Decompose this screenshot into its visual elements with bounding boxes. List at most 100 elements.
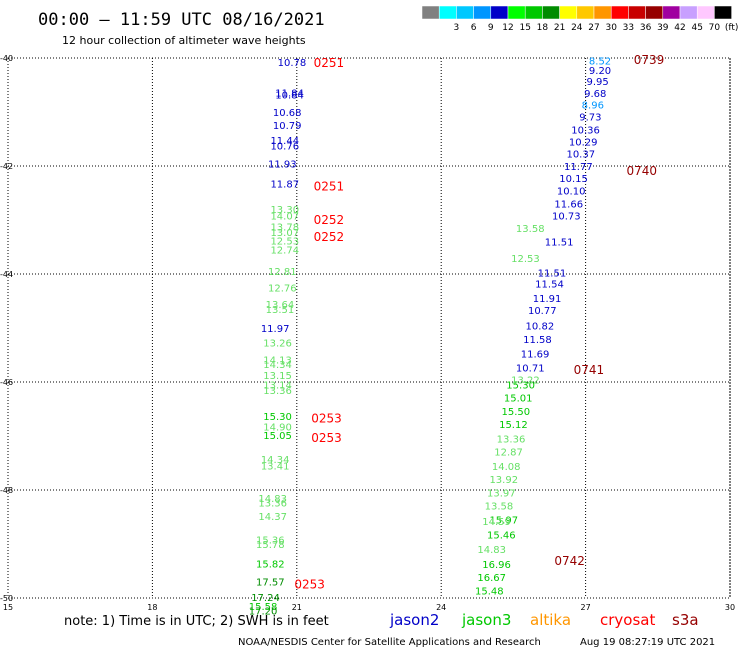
wave-height-point: 10.71 [516,363,545,374]
wave-height-point: 9.20 [589,66,611,77]
wave-height-point: 13.36 [258,498,287,509]
wave-height-point: 10.36 [571,125,600,136]
wave-height-point: 15.46 [487,530,516,541]
wave-height-point: 10.76 [270,141,299,152]
legend-swatch [542,5,560,20]
chart-title: 00:00 – 11:59 UTC 08/16/2021 [38,10,325,30]
chart-subtitle: 12 hour collection of altimeter wave hei… [62,34,306,47]
wave-height-point: 15.78 [256,540,285,551]
wave-height-point: 13.64 [266,300,295,311]
axis-tick-labels: 15 18 21 24 27 30 -40 -42 -44 -46 -48 -50 [0,54,735,612]
wave-height-point: 13.51 [266,305,295,316]
wave-height-point: 13.07 [270,228,299,239]
wave-height-point: 13.15 [263,371,292,382]
wave-height-point: 10.15 [559,174,588,185]
wave-height-point: 9.73 [579,112,601,123]
satellite-name-jason2: jason2 [389,611,439,629]
wave-height-point: 14.59 [482,517,511,528]
wave-height-point: 15.12 [499,420,528,431]
pass-time-label: 0741 [574,363,605,377]
y-tick-label: -44 [0,270,13,279]
wave-height-point: 14.34 [261,455,290,466]
pass-time-label: 0253 [294,577,325,591]
wave-height-point: 15.48 [475,586,504,597]
plot-grid [7,57,731,599]
x-tick-label: 21 [292,603,302,612]
satellite-name-cryosat: cryosat [600,611,655,629]
wave-height-point: 10.29 [569,138,598,149]
satellite-name-jason3: jason3 [461,611,511,629]
legend-swatch [628,5,646,20]
satellite-name-s3a: s3a [672,611,699,629]
legend-bin-label: 33 [623,23,634,33]
wave-height-point: 14.13 [263,355,292,366]
y-tick-label: -48 [0,486,13,495]
x-tick-label: 27 [581,603,591,612]
x-tick-label: 18 [147,603,157,612]
wave-height-point: 16.96 [482,560,511,571]
wave-height-point: 15.36 [256,536,285,547]
pass-time-label: 0253 [311,431,342,445]
wave-height-point: 13.36 [497,435,526,446]
wave-height-point: 11.97 [261,324,290,335]
wave-height-point: 11.77 [564,162,593,173]
wave-height-point: 13.36 [263,386,292,397]
legend-swatch [576,5,595,20]
wave-height-point: 15.05 [263,431,292,442]
wave-height-point: 13.26 [263,339,292,350]
wave-height-point: 12.53 [270,237,299,248]
wave-height-point: 9.68 [584,89,606,100]
legend-bin-label: 3 [454,23,460,33]
pass-time-label: 0740 [627,164,658,178]
pass-time-labels: 0251 0251 0252 0252 0253 0253 0253 0739 0740 0741… [294,53,664,591]
wave-height-point: 11.66 [554,199,583,210]
wave-height-point: 15.97 [489,516,518,527]
legend-bin-label: 45 [691,23,702,33]
wave-height-point: 15.30 [506,381,535,392]
wave-height-point: 14.83 [258,494,287,505]
wave-height-point: 14.90 [263,422,292,433]
wave-height-point: 10.37 [566,150,595,161]
wave-height-point: 14.37 [258,512,287,523]
pass-time-label: 0739 [634,53,665,67]
legend-bin-label: 36 [640,23,652,33]
wave-height-point: 11.54 [535,280,564,291]
wave-height-point: 14.34 [263,360,292,371]
y-tick-label: -50 [0,594,13,603]
wave-height-point: 9.95 [587,77,609,88]
legend-swatch [490,5,509,20]
wave-height-point: 13.58 [516,224,545,235]
wave-height-point: 12.74 [270,246,299,257]
wave-height-point: 17.57 [256,577,285,588]
pass-time-label: 0252 [314,213,345,227]
wave-height-point: 8.96 [582,100,604,111]
legend-swatch [507,5,526,20]
pass-time-label: 0251 [314,56,345,70]
wave-height-point: 11.87 [270,179,299,190]
wave-height-point: 13.97 [487,489,516,500]
legend-bin-label: 9 [488,23,494,33]
wave-height-point: 15.30 [263,412,292,423]
legend-bin-label: 15 [519,23,530,33]
legend-swatch [610,5,629,20]
legend-swatch [714,5,732,20]
wave-height-point: 15.82 [256,559,285,570]
legend-swatch [456,5,474,20]
wave-height-point: 14.08 [492,462,521,473]
wave-height-point: 10.84 [275,91,304,102]
legend-bin-label: 30 [605,23,617,33]
wave-height-point: 13.30 [270,205,299,216]
legend-bin-label: (ft) [725,23,739,33]
wave-height-point: 11.69 [521,349,550,360]
color-scale-legend: 3 6 9 12 15 18 21 24 27 30 33 36 39 42 45 70 (ft) [421,5,739,33]
pass-time-label: 0252 [314,230,345,244]
wave-height-point: 13.78 [270,222,299,233]
wave-height-point: 13.58 [485,502,514,513]
wave-height-point: 10.77 [528,306,557,317]
wave-height-point: 12.81 [268,267,297,278]
wave-height-point: 11.93 [268,159,297,170]
legend-swatch [662,5,681,20]
x-tick-label: 24 [436,603,446,612]
